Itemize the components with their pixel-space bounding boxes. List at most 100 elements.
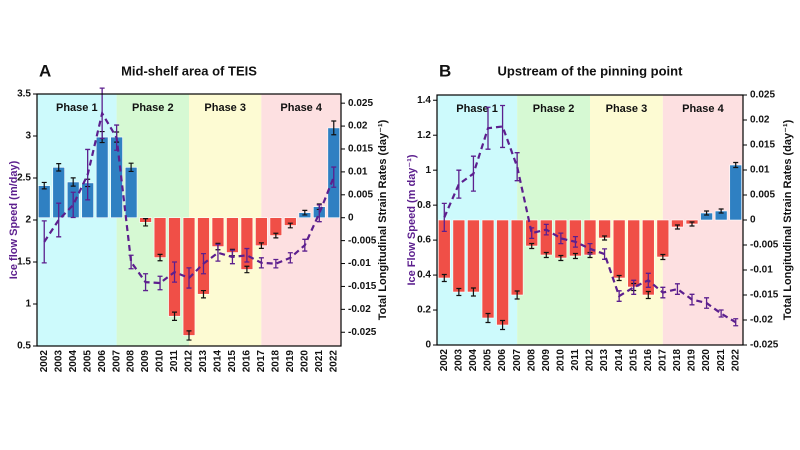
bar-error (718, 208, 724, 214)
x-tick-label: 2020 (299, 350, 310, 373)
speed-error (99, 87, 105, 140)
y2-tick-label: 0.015 (750, 140, 775, 151)
y-axis-label: Ice Flow Speed (m day⁻¹) (406, 154, 418, 285)
x-tick-label: 2002 (39, 350, 50, 373)
speed-error (529, 227, 535, 240)
y2-tick-label: -0.005 (750, 240, 779, 251)
x-tick-label: 2015 (227, 350, 238, 373)
bar-error (287, 222, 293, 229)
x-tick-label: 2005 (82, 350, 93, 373)
speed-error (441, 202, 447, 233)
speed-error (172, 261, 178, 283)
speed-error (85, 148, 91, 201)
bar (612, 219, 626, 279)
speed-error (689, 293, 695, 306)
y-tick-label: 1.5 (17, 257, 31, 268)
bar-error (616, 274, 622, 282)
y-tick-label: 0.5 (17, 341, 31, 352)
phase-label: Phase 4 (280, 102, 322, 114)
x-tick-label: 2011 (570, 349, 581, 371)
y-tick-label: 1.2 (417, 130, 431, 141)
speed-error (70, 191, 76, 219)
bar-error (645, 290, 651, 300)
speed-error (558, 232, 564, 245)
y2-tick-label: 0.025 (348, 98, 373, 109)
x-tick-label: 2016 (643, 349, 654, 372)
speed-error (215, 243, 221, 262)
y2-tick-label: 0 (348, 212, 354, 223)
x-tick-label: 2015 (628, 349, 639, 372)
y2-tick-label: -0.02 (750, 315, 773, 326)
bar-error (157, 253, 163, 262)
speed-error (143, 273, 149, 292)
y2-tick-label: 0.01 (348, 167, 368, 178)
bar-error (514, 290, 520, 300)
x-tick-label: 2004 (68, 350, 79, 373)
y2-tick-label: 0.005 (750, 190, 775, 201)
bar-error (674, 224, 680, 230)
bar-error (602, 235, 608, 241)
speed-error (186, 267, 192, 289)
phase-label: Phase 3 (204, 102, 246, 114)
y-tick-label: 1.4 (417, 95, 431, 106)
y2-tick-label: -0.01 (348, 258, 371, 269)
speed-error (485, 106, 491, 150)
y2-tick-label: -0.005 (348, 235, 377, 246)
bar-error (56, 163, 62, 172)
bar (95, 136, 109, 219)
speed-error (543, 223, 549, 236)
speed-error (718, 309, 724, 318)
x-tick-label: 2019 (687, 349, 698, 372)
bar-error (172, 311, 178, 321)
y-tick-label: 0.4 (417, 270, 431, 281)
speed-error (602, 248, 608, 260)
x-tick-label: 2012 (184, 350, 195, 373)
y-tick-label: 2 (25, 215, 31, 226)
x-tick-label: 2008 (526, 349, 537, 372)
x-tick-label: 2007 (512, 349, 523, 372)
speed-error (500, 104, 506, 149)
bar-error (733, 161, 739, 169)
x-tick-label: 2011 (169, 350, 180, 372)
speed-error (316, 204, 322, 223)
bar-error (41, 181, 47, 190)
y2-tick-label: 0.025 (750, 90, 775, 101)
phase-label: Phase 1 (56, 102, 98, 114)
speed-error (645, 272, 651, 288)
y-tick-label: 0.2 (417, 305, 431, 316)
x-tick-label: 2009 (541, 349, 552, 372)
y2-tick-label: -0.025 (750, 340, 779, 351)
phase-label: Phase 2 (533, 103, 575, 115)
x-tick-label: 2012 (585, 349, 596, 372)
x-tick-label: 2010 (155, 350, 166, 373)
speed-error (331, 166, 337, 188)
bar-error (485, 312, 491, 324)
bar-error (244, 265, 250, 274)
bar-error (143, 218, 149, 227)
bar-error (558, 254, 564, 262)
bar-error (456, 287, 462, 297)
plot-frame (36, 93, 342, 347)
speed-error (128, 254, 134, 270)
x-tick-label: 2018 (672, 349, 683, 372)
speed-error (114, 124, 120, 151)
bar-error (273, 232, 279, 239)
bar (452, 219, 466, 293)
panel-label: A (39, 61, 51, 80)
bar-error (258, 242, 264, 250)
bar-error (543, 251, 549, 259)
x-tick-label: 2013 (599, 349, 610, 372)
speed-error (56, 202, 62, 238)
y2-tick-label: -0.015 (348, 281, 377, 292)
bar-error (572, 252, 578, 260)
bar (656, 219, 670, 258)
y-tick-label: 1 (25, 299, 31, 310)
y2-tick-label: -0.01 (750, 265, 773, 276)
y-tick-label: 2.5 (17, 173, 31, 184)
phase-label: Phase 1 (456, 103, 498, 115)
bar-error (660, 253, 666, 261)
x-tick-label: 2016 (242, 350, 253, 373)
x-tick-label: 2009 (140, 350, 151, 373)
x-tick-label: 2006 (97, 350, 108, 373)
